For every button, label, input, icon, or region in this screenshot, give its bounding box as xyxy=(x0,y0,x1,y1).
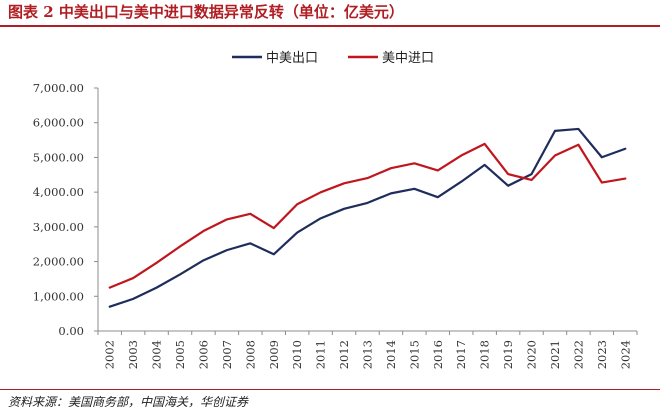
y-tick-label: 5,000.00 xyxy=(33,150,84,164)
source-note: 资料来源：美国商务部，中国海关，华创证券 xyxy=(8,395,249,409)
chart-lines xyxy=(108,127,627,308)
x-tick-label: 2002 xyxy=(103,340,117,369)
x-tick-label: 2006 xyxy=(196,340,210,369)
y-tick-label: 7,000.00 xyxy=(33,81,84,95)
x-tick-label: 2013 xyxy=(361,340,375,369)
x-tick-label: 2016 xyxy=(431,340,445,369)
chart-legend: 中美出口 美中进口 xyxy=(232,51,434,66)
y-tick-label: 6,000.00 xyxy=(33,116,84,130)
x-tick-label: 2010 xyxy=(290,340,304,369)
x-tick-label: 2019 xyxy=(501,340,515,369)
x-tick-label: 2003 xyxy=(126,340,140,369)
series-line-export xyxy=(108,127,627,308)
source-rule xyxy=(0,389,660,390)
x-tick-label: 2018 xyxy=(478,340,492,369)
x-tick-label: 2020 xyxy=(525,340,539,369)
title-rule xyxy=(0,25,660,27)
x-tick-label: 2009 xyxy=(267,340,281,369)
y-tick-label: 1,000.00 xyxy=(33,289,84,303)
x-tick-label: 2017 xyxy=(454,340,468,369)
x-tick-label: 2022 xyxy=(571,340,585,369)
chart-axes xyxy=(94,87,638,335)
legend-label-import: 美中进口 xyxy=(382,51,434,66)
x-tick-label: 2015 xyxy=(407,340,421,369)
x-tick-label: 2011 xyxy=(314,340,328,369)
figure-title: 图表 2 中美出口与美中进口数据异常反转（单位：亿美元） xyxy=(8,3,404,21)
x-tick-label: 2014 xyxy=(384,340,398,369)
y-tick-label: 0.00 xyxy=(58,324,84,338)
y-tick-label: 4,000.00 xyxy=(33,185,84,199)
legend-label-export: 中美出口 xyxy=(266,51,318,66)
x-tick-label: 2005 xyxy=(173,340,187,369)
x-tick-label: 2012 xyxy=(337,340,351,369)
chart-ticks: 0.00 1,000.00 2,000.00 3,000.00 4,000.00 5,00… xyxy=(33,81,633,369)
x-tick-label: 2021 xyxy=(548,340,562,369)
x-tick-label: 2007 xyxy=(220,340,234,369)
x-tick-label: 2024 xyxy=(618,340,632,369)
series-line-import xyxy=(108,142,627,289)
y-tick-label: 2,000.00 xyxy=(33,255,84,269)
y-tick-label: 3,000.00 xyxy=(33,220,84,234)
x-tick-label: 2008 xyxy=(243,340,257,369)
x-tick-label: 2023 xyxy=(595,340,609,369)
x-tick-label: 2004 xyxy=(150,340,164,369)
